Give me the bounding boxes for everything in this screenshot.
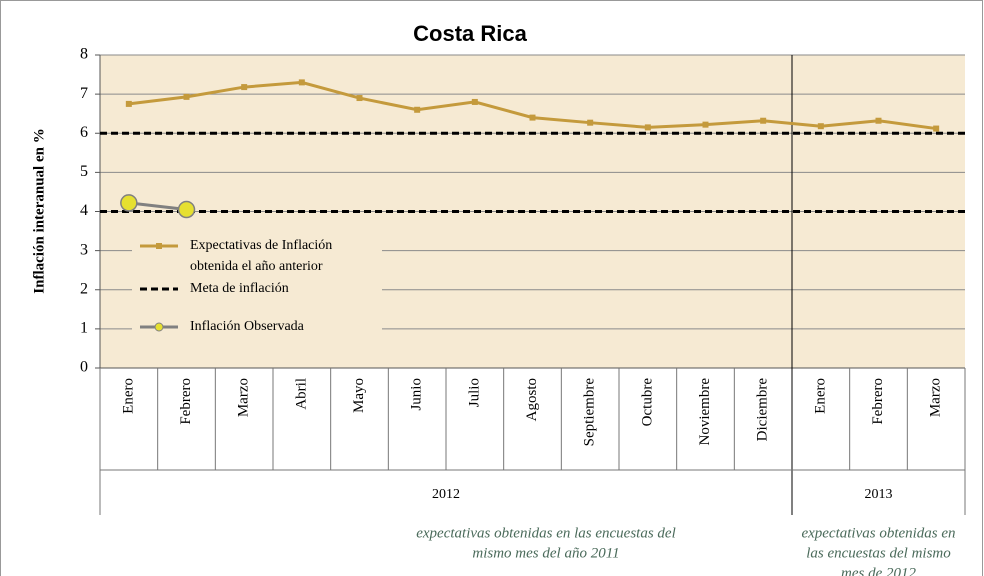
x-tick-label: Enero xyxy=(812,378,828,414)
x-tick-label: Agosto xyxy=(524,378,540,421)
x-tick-label: Febrero xyxy=(870,378,886,425)
point xyxy=(125,100,132,107)
series-line xyxy=(128,201,187,212)
note: mes de 2012 xyxy=(841,565,916,576)
point xyxy=(298,79,305,86)
point xyxy=(875,117,882,124)
y-tick-label: 4 xyxy=(80,202,88,219)
y-tick-label: 1 xyxy=(80,320,88,337)
x-tick-label: Noviembre xyxy=(697,378,713,446)
point xyxy=(177,200,196,219)
point xyxy=(933,125,940,132)
point xyxy=(587,119,594,126)
point xyxy=(356,95,363,102)
x-tick-label: Junio xyxy=(409,378,425,411)
x-tick-label: Enero xyxy=(120,378,136,414)
legend-marker xyxy=(156,243,162,249)
x-tick-label: Octubre xyxy=(639,378,655,427)
y-tick-label: 7 xyxy=(80,85,88,102)
point xyxy=(817,123,824,130)
group-label: 2012 xyxy=(432,487,460,502)
point xyxy=(702,121,709,128)
x-tick-label: Abril xyxy=(293,378,309,410)
group-label: 2013 xyxy=(865,487,893,502)
x-tick-label: Marzo xyxy=(236,378,252,417)
point xyxy=(644,124,651,131)
x-tick-label: Diciembre xyxy=(755,378,771,442)
note: mismo mes del año 2011 xyxy=(472,545,619,561)
note: expectativas obtenidas en xyxy=(801,525,955,541)
note: expectativas obtenidas en las encuestas … xyxy=(416,525,676,541)
point xyxy=(241,84,248,91)
point xyxy=(120,194,138,212)
y-tick-label: 8 xyxy=(80,46,88,63)
point xyxy=(414,106,421,113)
x-tick-label: Marzo xyxy=(928,378,944,417)
legend-marker xyxy=(154,322,164,332)
x-tick-label: Julio xyxy=(466,378,482,407)
point xyxy=(760,117,767,124)
note: las encuestas del mismo xyxy=(806,545,951,561)
point xyxy=(529,114,536,121)
y-tick-label: 3 xyxy=(80,241,88,258)
y-tick-label: 0 xyxy=(80,359,88,376)
y-tick-label: 2 xyxy=(80,280,88,297)
y-axis-label: Inflación interanual en % xyxy=(31,128,47,293)
y-tick-label: 6 xyxy=(80,124,88,141)
x-tick-label: Febrero xyxy=(178,378,194,425)
legend-label: Expectativas de Inflación obtenida el año… xyxy=(190,238,332,274)
x-tick-label: Mayo xyxy=(351,378,367,413)
legend-label: Meta de inflación xyxy=(190,281,289,296)
point xyxy=(183,93,190,100)
y-tick-label: 5 xyxy=(80,163,88,180)
legend-label: Inflación Observada xyxy=(190,319,305,334)
point xyxy=(471,98,478,105)
x-tick-label: Septiembre xyxy=(582,378,598,447)
chart-title: Costa Rica xyxy=(413,21,527,46)
